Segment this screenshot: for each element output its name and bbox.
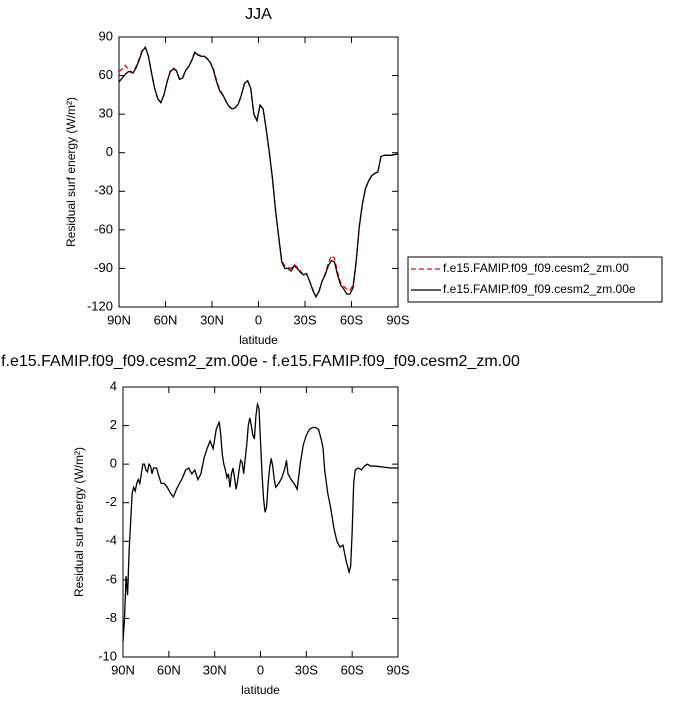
x-tick-label: 60N bbox=[154, 312, 178, 327]
line-series bbox=[122, 401, 398, 642]
y-tick-label: 0 bbox=[110, 456, 117, 471]
x-tick-label: 90S bbox=[386, 662, 409, 677]
y-tick-label: -60 bbox=[94, 221, 113, 236]
y-tick-label: -30 bbox=[94, 183, 113, 198]
y-tick-label: 30 bbox=[99, 106, 113, 121]
y-tick-label: -8 bbox=[105, 610, 117, 625]
y-tick-label: 4 bbox=[110, 378, 117, 393]
legend-label: f.e15.FAMIP.f09_f09.cesm2_zm.00 bbox=[443, 261, 629, 275]
x-tick-label: 0 bbox=[257, 662, 264, 677]
y-tick-label: 0 bbox=[106, 144, 113, 159]
chart-title: JJA bbox=[245, 6, 272, 23]
x-tick-label: 60S bbox=[341, 662, 364, 677]
y-tick-label: -90 bbox=[94, 260, 113, 275]
x-axis-label: latitude bbox=[239, 333, 278, 347]
y-tick-label: 60 bbox=[99, 67, 113, 82]
chart-title: f.e15.FAMIP.f09_f09.cesm2_zm.00e - f.e15… bbox=[1, 353, 520, 370]
x-tick-label: 90S bbox=[386, 312, 409, 327]
line-series bbox=[118, 45, 399, 299]
y-tick-label: -4 bbox=[105, 533, 117, 548]
x-tick-label: 0 bbox=[255, 312, 262, 327]
x-tick-label: 30S bbox=[293, 312, 316, 327]
y-tick-label: -10 bbox=[98, 648, 117, 663]
x-tick-label: 30S bbox=[295, 662, 318, 677]
y-axis-label: Residual surf energy (W/m²) bbox=[64, 97, 78, 247]
x-tick-label: 30N bbox=[203, 662, 227, 677]
y-tick-label: 2 bbox=[110, 417, 117, 432]
y-tick-label: 90 bbox=[99, 28, 113, 43]
x-tick-label: 60N bbox=[157, 662, 181, 677]
y-tick-label: -2 bbox=[105, 494, 117, 509]
x-tick-label: 90N bbox=[111, 662, 135, 677]
legend-label: f.e15.FAMIP.f09_f09.cesm2_zm.00e bbox=[443, 282, 636, 296]
y-tick-label: -120 bbox=[87, 298, 113, 313]
x-tick-label: 30N bbox=[200, 312, 224, 327]
x-axis-label: latitude bbox=[241, 683, 280, 697]
x-tick-label: 60S bbox=[340, 312, 363, 327]
y-tick-label: -6 bbox=[105, 571, 117, 586]
y-axis-label: Residual surf energy (W/m²) bbox=[72, 447, 86, 597]
legend-frame bbox=[407, 256, 663, 303]
x-tick-label: 90N bbox=[107, 312, 131, 327]
